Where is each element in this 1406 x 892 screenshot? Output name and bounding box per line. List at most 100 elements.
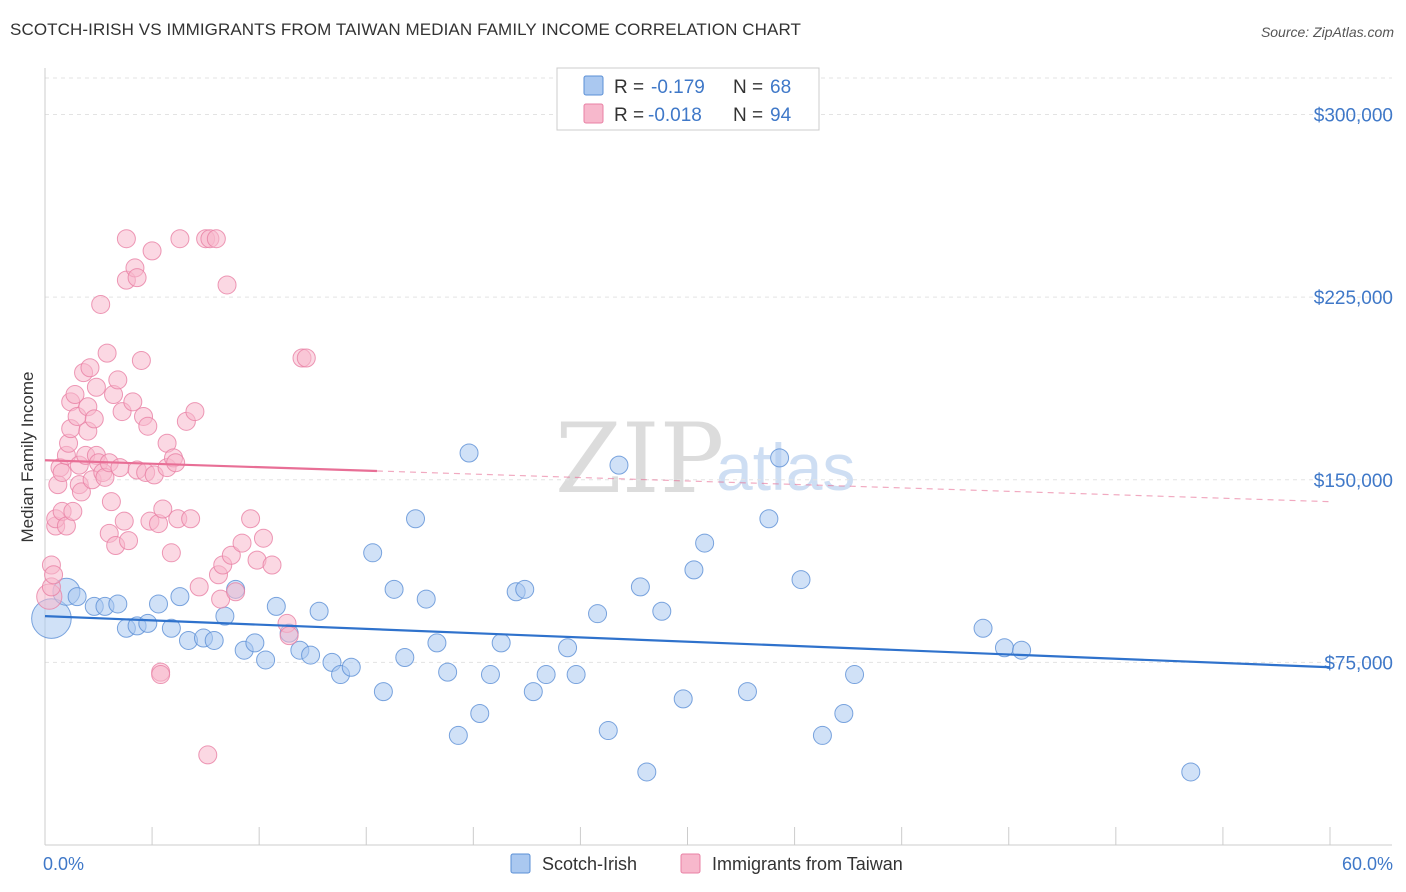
scotch-irish-point-66 [1181,762,1201,782]
y-axis-ticks: $75,000 $150,000 $225,000 $300,000 [1314,106,1393,675]
scotch-irish-point-29 [373,682,393,702]
watermark: ZIP atlas [555,403,855,515]
taiwan-point-16 [65,385,85,405]
legend-r-value-2: -0.018 [648,105,702,126]
legend-n-label-2: N = [733,105,763,126]
taiwan-point-40 [108,370,128,390]
scotch-irish-point-14 [204,630,224,650]
taiwan-point-28 [86,377,106,397]
scotch-irish-point-33 [416,589,436,609]
taiwan-point-15 [63,501,83,521]
taiwan-point-78 [221,545,241,565]
correlation-legend: R = -0.179 N = 68 R = -0.018 N = 94 [556,67,820,131]
taiwan-point-54 [138,416,158,436]
taiwan-point-31 [91,294,111,314]
scotch-irish-point-19 [256,650,276,670]
scotch-irish-point-38 [470,704,490,724]
scotch-irish-point-34 [427,633,447,653]
taiwan-point-34 [97,343,117,363]
taiwan-point-88 [296,348,316,368]
x-tick-label-0: 0.0% [43,854,84,874]
scotch-irish-point-32 [406,509,426,529]
trend-lines [44,459,1331,669]
scotch-irish-point-37 [459,443,479,463]
taiwan-point-27 [84,409,104,429]
scotch-irish-point-50 [630,577,650,597]
scotch-irish-point-52 [652,601,672,621]
scotch-irish-point-24 [309,601,329,621]
y-tick-label-0: $75,000 [1324,653,1393,674]
scotch-irish-point-5 [108,594,128,614]
taiwan-point-69 [185,402,205,422]
series-scotch-irish [31,443,1201,782]
scotch-irish-point-30 [384,579,404,599]
scotch-irish-point-23 [301,645,321,665]
taiwan-point-89 [198,745,218,765]
scotch-irish-point-62 [845,665,865,685]
scotch-irish-point-18 [245,633,265,653]
scotch-irish-point-28 [363,543,383,563]
scotch-irish-point-36 [448,725,468,745]
scotch-irish-point-40 [491,633,511,653]
bottom-legend-label-taiwan: Immigrants from Taiwan [712,854,903,874]
legend-n-label-1: N = [733,77,763,98]
scotch-irish-point-35 [438,662,458,682]
scotch-irish-point-42 [515,579,535,599]
taiwan-point-68 [181,509,201,529]
scotch-irish-point-56 [737,682,757,702]
scotch-irish-point-47 [588,604,608,624]
series-immigrants-from-taiwan [36,229,316,765]
y-tick-label-1: $150,000 [1314,471,1393,492]
scotch-irish-point-39 [480,665,500,685]
source-label: Source: ZipAtlas.com [1260,24,1394,40]
legend-swatch-taiwan [583,103,604,124]
scotch-irish-point-53 [673,689,693,709]
scotch-irish-point-59 [791,570,811,590]
scotch-irish-point-44 [536,665,556,685]
taiwan-point-41 [110,458,130,478]
scotch-irish-point-60 [812,725,832,745]
scotch-irish-point-54 [684,560,704,580]
scotch-irish-point-65 [1012,640,1032,660]
watermark-zip: ZIP [555,403,724,515]
watermark-atlas: atlas [716,430,855,504]
taiwan-point-62 [161,543,181,563]
scotch-irish-point-58 [770,448,790,468]
series-legend: Scotch-Irish Immigrants from Taiwan [510,853,903,874]
taiwan-point-3 [44,565,64,585]
scotch-irish-point-57 [759,509,779,529]
scotch-irish-point-55 [695,533,715,553]
taiwan-point-80 [232,533,252,553]
taiwan-point-70 [189,577,209,597]
scotch-irish-point-43 [523,682,543,702]
scotch-irish-point-27 [341,657,361,677]
taiwan-point-73 [206,229,226,249]
legend-r-label-1: R = [614,77,644,98]
legend-r-label-2: R = [614,105,644,126]
scotch-irish-point-31 [395,648,415,668]
taiwan-point-77 [217,275,237,295]
taiwan-point-79 [226,582,246,602]
gridlines [45,77,1392,663]
taiwan-point-86 [279,626,299,646]
scotch-irish-trend-line [44,615,1331,669]
scotch-irish-point-9 [149,594,169,614]
taiwan-point-56 [142,241,162,261]
taiwan-point-91 [151,665,171,685]
taiwan-point-64 [166,453,186,473]
taiwan-trend-line [44,459,377,473]
legend-n-value-2: 94 [770,105,792,126]
scotch-irish-point-10 [161,618,181,638]
taiwan-point-46 [119,531,139,551]
scotch-irish-point-45 [558,638,578,658]
legend-r-value-1: -0.179 [651,77,705,98]
y-tick-label-3: $300,000 [1314,106,1393,127]
taiwan-point-47 [123,392,143,412]
taiwan-point-20 [71,482,91,502]
y-axis-label: Median Family Income [18,371,37,542]
taiwan-point-83 [253,528,273,548]
taiwan-point-59 [153,499,173,519]
legend-n-value-1: 68 [770,77,791,98]
scotch-irish-point-63 [973,618,993,638]
